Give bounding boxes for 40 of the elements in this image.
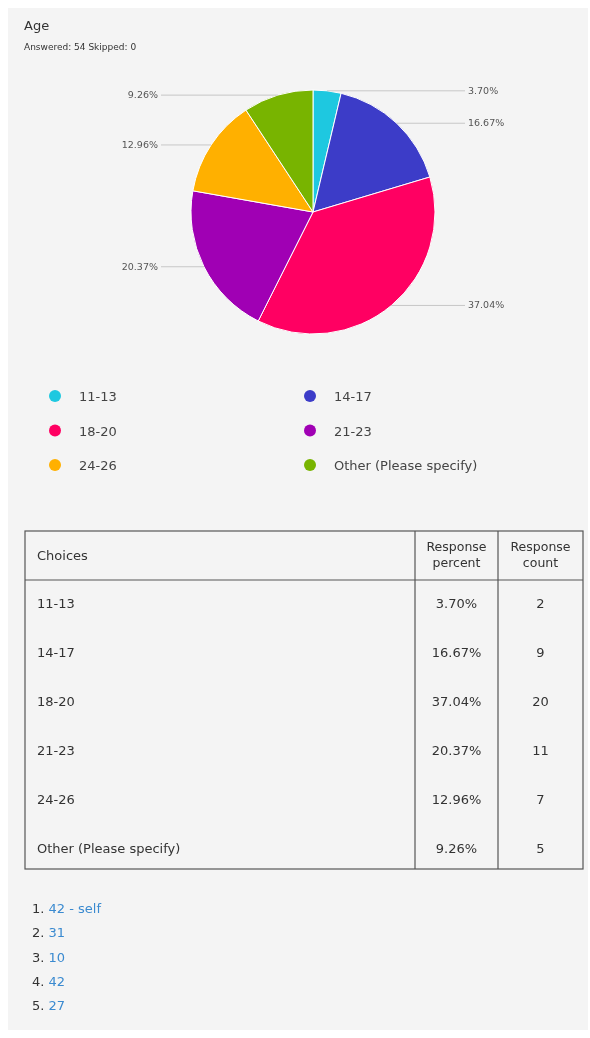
text: 16.67% <box>431 645 482 660</box>
category-label: 24-26 <box>37 792 75 807</box>
text: 11 <box>532 743 549 758</box>
legend-label: 18-20 <box>79 423 117 439</box>
text: Response percent <box>426 539 487 570</box>
text: 2 <box>536 596 545 611</box>
data-label: 9.26% <box>127 89 158 101</box>
chart-title: Age <box>24 18 50 33</box>
text: 9 <box>536 645 545 660</box>
text: 3.70% <box>435 596 478 611</box>
text: 4. 42 <box>32 973 66 989</box>
legend-label: 21-23 <box>334 423 372 439</box>
text: Choices <box>37 548 89 563</box>
chart-subtitle: Answered: 54 Skipped: 0 <box>24 42 137 52</box>
category-label: 21-23 <box>37 743 75 758</box>
text: 5 <box>536 841 545 856</box>
legend-label: Other (Please specify) <box>334 458 478 473</box>
legend-label: 14-17 <box>334 389 372 404</box>
category-label: Other (Please specify) <box>37 841 181 856</box>
legend-label: 11-13 <box>79 389 117 404</box>
text: 5. 27 <box>32 998 66 1014</box>
text: 1. 42 - self <box>32 901 102 916</box>
data-label: 12.96% <box>121 138 158 150</box>
data-label: 37.04% <box>468 299 505 311</box>
text: Response count <box>510 539 571 570</box>
category-label: 14-17 <box>37 645 75 660</box>
text: 7 <box>536 792 545 807</box>
text: 20.37% <box>431 743 482 758</box>
text: 37.04% <box>431 694 482 709</box>
text: 12.96% <box>431 792 482 807</box>
text: 3. 10 <box>32 949 66 965</box>
legend-label: 24-26 <box>79 458 117 473</box>
data-label: 20.37% <box>121 260 158 272</box>
data-label: 3.70% <box>468 84 499 96</box>
category-label: 18-20 <box>37 694 75 709</box>
category-label: 11-13 <box>37 596 75 611</box>
data-label: 16.67% <box>468 117 505 129</box>
text: 20 <box>532 694 549 709</box>
text: 2. 31 <box>32 925 66 941</box>
text: 9.26% <box>435 841 478 856</box>
